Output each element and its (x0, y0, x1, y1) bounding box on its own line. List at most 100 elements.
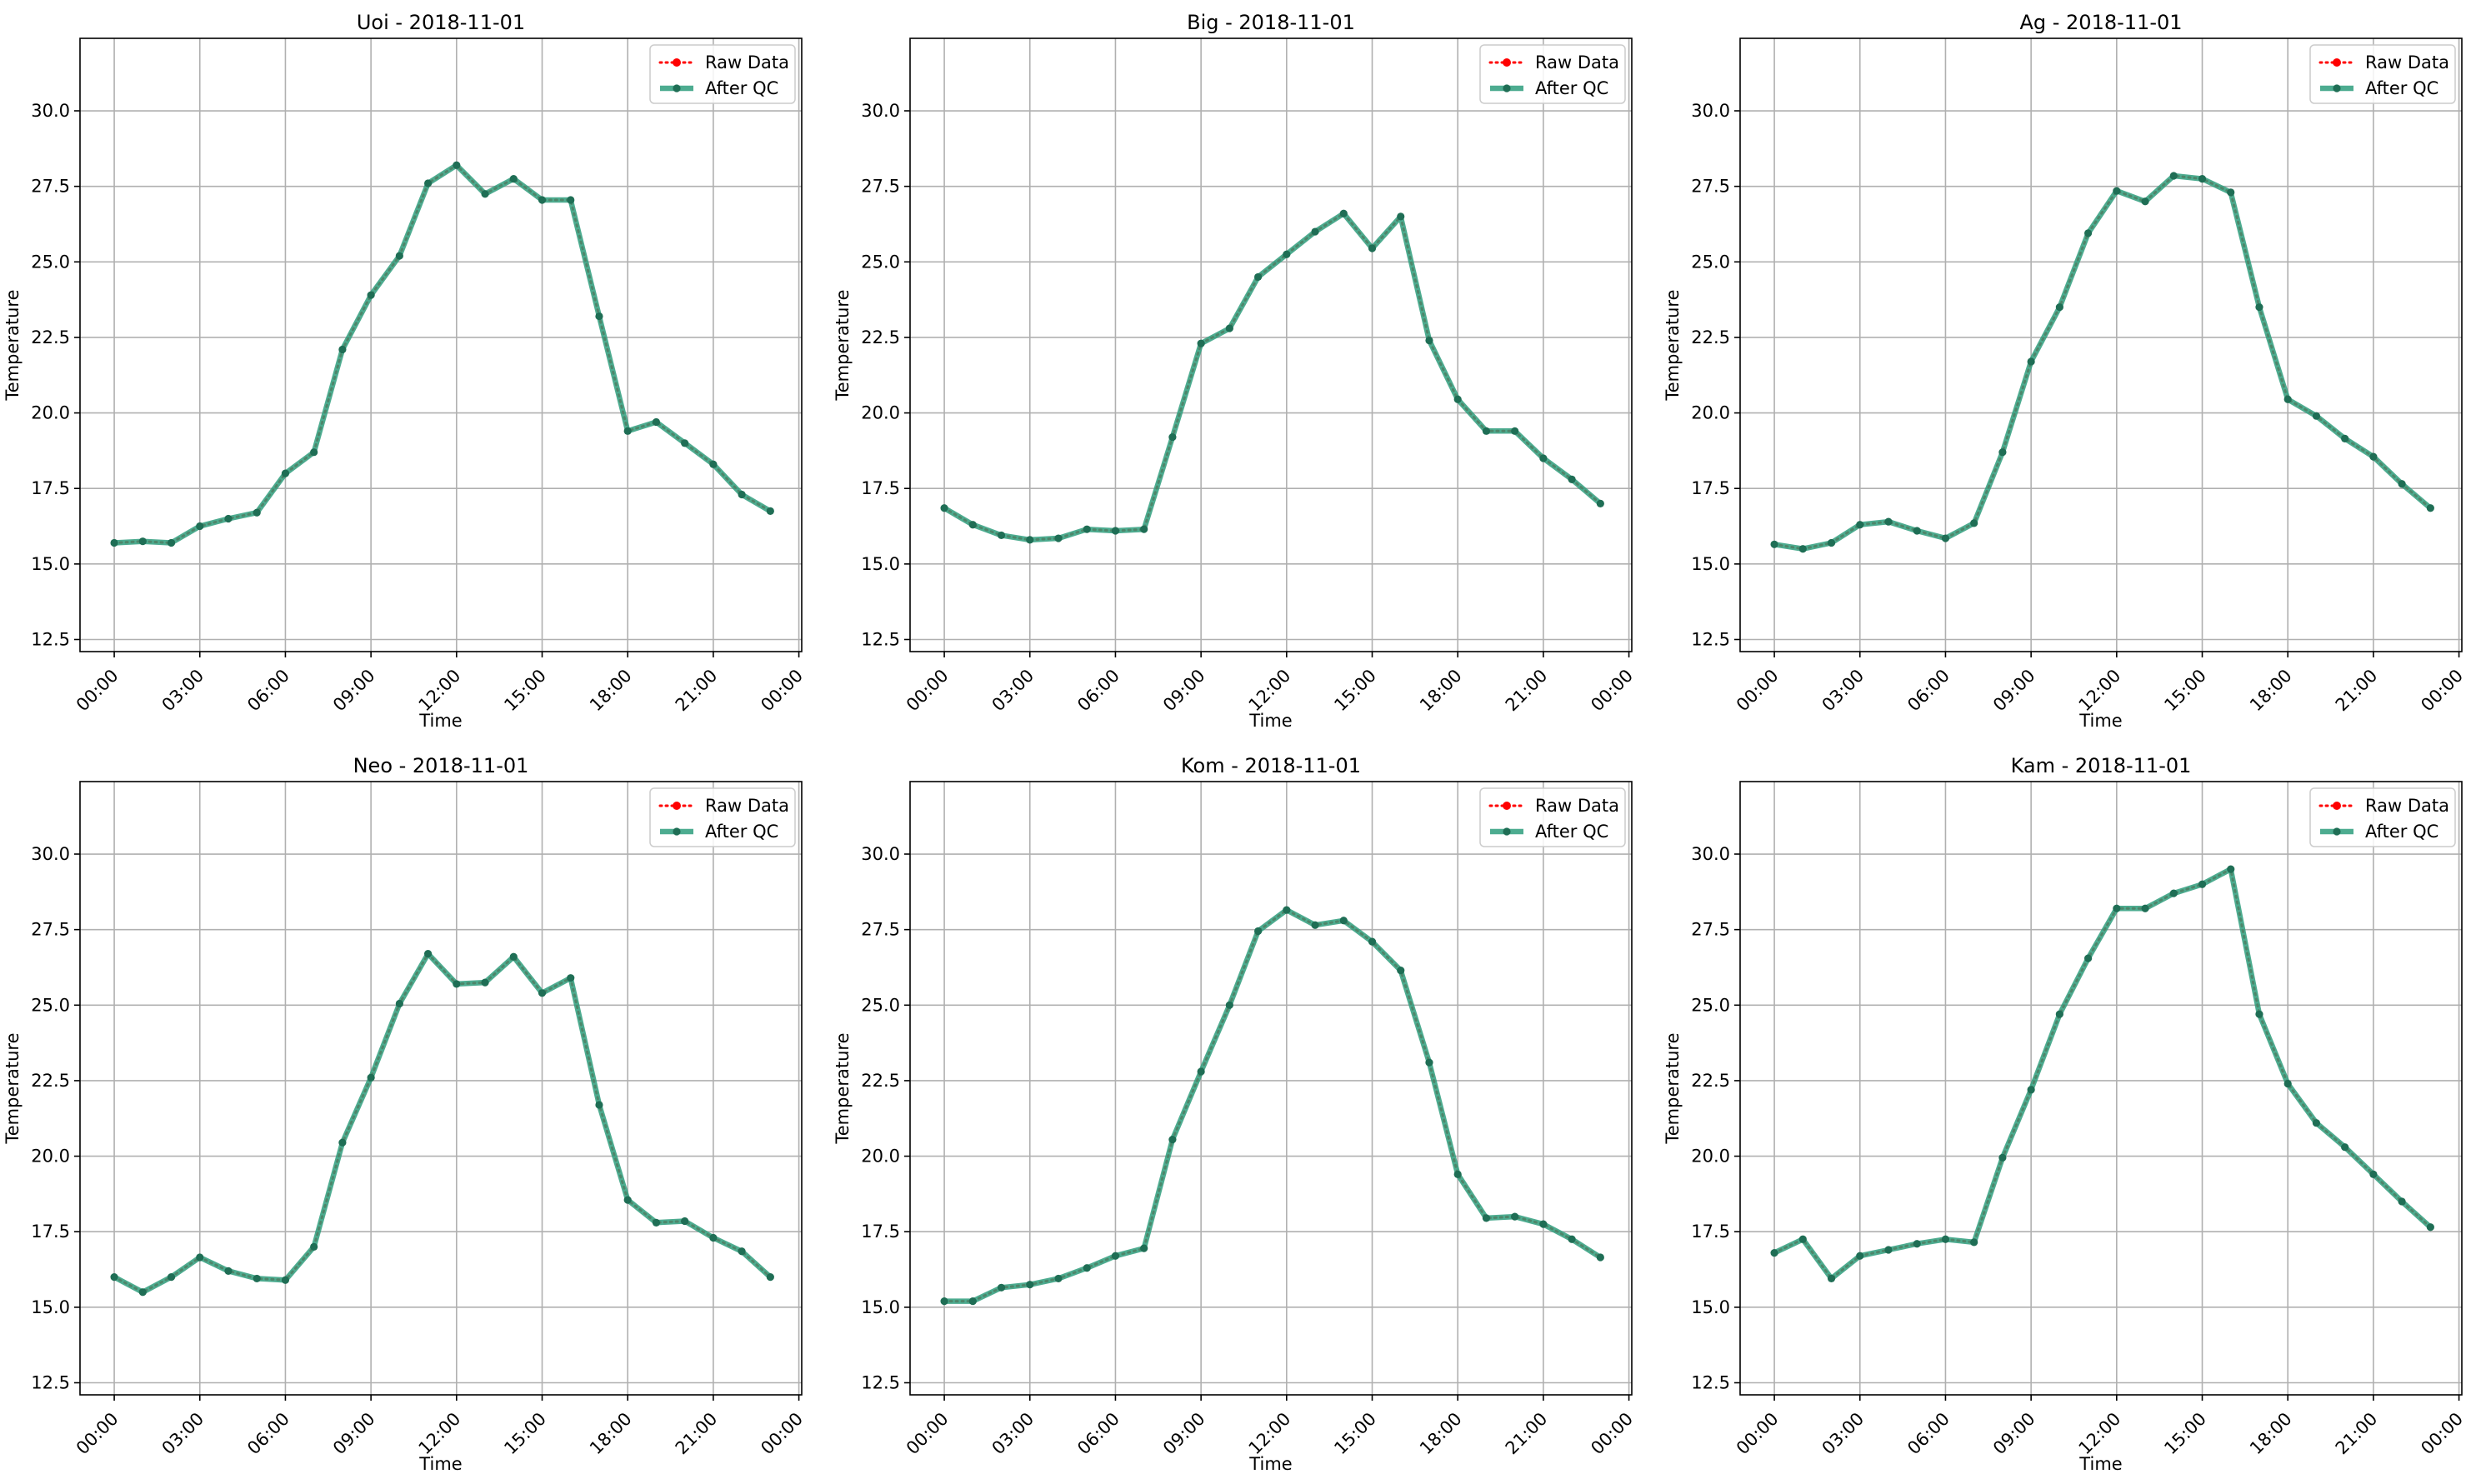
x-tick-label: 03:00 (158, 1409, 208, 1459)
data-point (1283, 906, 1291, 914)
data-point (1568, 1235, 1576, 1243)
data-point (567, 196, 575, 204)
y-tick-label: 30.0 (861, 101, 900, 121)
y-tick-label: 12.5 (861, 1372, 900, 1392)
data-point (2113, 904, 2121, 912)
y-tick-label: 17.5 (861, 478, 900, 498)
data-point (509, 952, 518, 961)
data-point (2113, 187, 2121, 195)
chart-title: Ag - 2018-11-01 (2019, 11, 2182, 34)
data-point (2255, 1010, 2263, 1018)
data-point (1140, 525, 1148, 533)
legend-qc-label: After QC (2365, 822, 2438, 842)
axes-frame (79, 781, 803, 1396)
legend-qc-marker (2333, 84, 2341, 92)
chart-panel-1: 00:00 03:00 06:00 09:00 12:00 15:00 18:00 21:00… (833, 11, 1637, 731)
data-point (1568, 475, 1576, 483)
chart-title: Kam - 2018-11-01 (2011, 754, 2192, 777)
y-tick-label: 20.0 (31, 1147, 70, 1167)
data-point (1827, 1274, 1836, 1283)
legend: Raw Data After QC (2309, 44, 2456, 104)
x-tick-label: 00:00 (2417, 666, 2467, 716)
data-point (1596, 1253, 1604, 1262)
chart-title: Neo - 2018-11-01 (353, 754, 529, 777)
x-axis-label: Time (2078, 711, 2122, 731)
x-tick-label: 18:00 (2246, 1409, 2296, 1459)
data-point (567, 974, 575, 982)
y-tick-label: 12.5 (31, 1372, 70, 1392)
after-qc-line (113, 951, 773, 1295)
y-tick-label: 30.0 (861, 844, 900, 864)
x-tick-label: 06:00 (1903, 666, 1953, 716)
x-tick-label: 00:00 (73, 1409, 123, 1459)
x-tick-label: 12:00 (2075, 1409, 2125, 1459)
y-tick-label: 15.0 (31, 554, 70, 574)
data-point (652, 1218, 661, 1227)
x-tick-label: 15:00 (2160, 666, 2210, 716)
data-point (623, 427, 632, 435)
data-point (196, 1253, 204, 1262)
data-point (395, 252, 403, 260)
chart-panel-2: 00:00 03:00 06:00 09:00 12:00 15:00 18:00 21:00… (1663, 11, 2467, 731)
chart-panel-4: 00:00 03:00 06:00 09:00 12:00 15:00 18:00 21:00… (833, 754, 1637, 1474)
data-point (1054, 1274, 1063, 1283)
data-point (1998, 1153, 2007, 1162)
data-point (2312, 1119, 2321, 1127)
x-tick-label: 18:00 (2246, 666, 2296, 716)
legend-raw-marker (2333, 58, 2341, 67)
data-point (367, 291, 375, 299)
y-tick-label: 22.5 (1691, 327, 1730, 347)
data-point (2227, 865, 2235, 873)
data-point (940, 504, 948, 512)
legend-raw-label: Raw Data (2365, 52, 2449, 72)
x-tick-label: 18:00 (586, 666, 636, 716)
legend-raw-label: Raw Data (705, 52, 789, 72)
data-point (1539, 1220, 1548, 1228)
x-tick-label: 15:00 (1330, 666, 1380, 716)
x-axis-label: Time (1248, 1454, 1292, 1474)
data-point (1511, 427, 1519, 435)
x-tick-label: 21:00 (1502, 1409, 1552, 1459)
data-point (940, 1297, 948, 1306)
y-tick-label: 30.0 (1691, 101, 1730, 121)
data-point (968, 1297, 977, 1306)
y-tick-label: 22.5 (861, 1071, 900, 1091)
data-point (2055, 1010, 2063, 1018)
data-point (1225, 324, 1233, 332)
chart-panel-3: 00:00 03:00 06:00 09:00 12:00 15:00 18:00 21:00… (3, 754, 807, 1474)
data-point (338, 345, 347, 354)
x-tick-label: 00:00 (903, 1409, 953, 1459)
data-point (1941, 534, 1950, 542)
data-point (1026, 1281, 1034, 1289)
data-point (1368, 937, 1377, 946)
data-point (253, 508, 261, 517)
y-tick-label: 15.0 (1691, 554, 1730, 574)
data-point (196, 522, 204, 531)
x-tick-label: 12:00 (415, 666, 465, 716)
x-axis-label: Time (1248, 711, 1292, 731)
data-point (395, 999, 403, 1008)
data-point (2083, 229, 2093, 237)
data-point (652, 417, 661, 427)
y-tick-label: 27.5 (861, 920, 900, 940)
data-point (110, 538, 118, 547)
x-tick-label: 21:00 (1502, 666, 1552, 716)
data-point (1827, 538, 1836, 547)
x-tick-label: 03:00 (1818, 1409, 1868, 1459)
y-tick-label: 17.5 (1691, 478, 1730, 498)
x-tick-label: 21:00 (2332, 666, 2382, 716)
data-point (1482, 1214, 1491, 1222)
legend: Raw Data After QC (1479, 44, 1626, 104)
data-point (2283, 395, 2292, 403)
data-point (1197, 339, 1205, 347)
data-point (2141, 904, 2149, 912)
data-point (968, 521, 977, 529)
x-tick-label: 06:00 (1073, 1409, 1123, 1459)
y-tick-label: 25.0 (1691, 252, 1730, 272)
y-tick-label: 25.0 (31, 252, 70, 272)
raw-data-line (943, 908, 1602, 1303)
data-point (766, 1273, 774, 1282)
data-point (1425, 336, 1433, 345)
raw-data-line (1773, 174, 2432, 551)
